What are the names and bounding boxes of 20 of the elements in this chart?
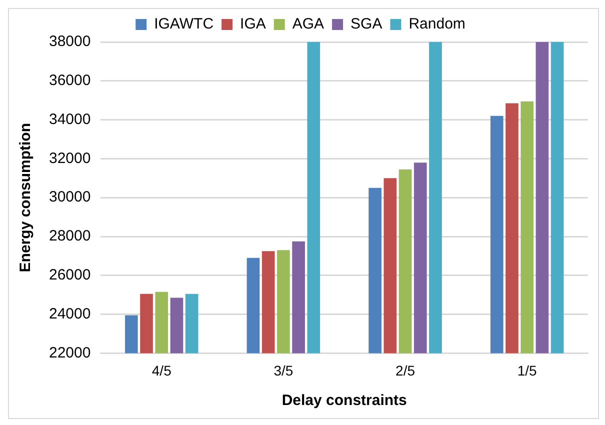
y-tick-label: 28000 bbox=[48, 228, 91, 245]
y-tick-label: 32000 bbox=[48, 150, 91, 167]
legend-label: SGA bbox=[350, 16, 382, 33]
y-tick-label: 38000 bbox=[48, 33, 91, 50]
x-tick-label: 3/5 bbox=[274, 362, 294, 378]
y-tick-label: 30000 bbox=[48, 188, 91, 206]
y-axis-title: Energy consumption bbox=[17, 123, 34, 272]
legend-label: Random bbox=[408, 16, 466, 33]
y-tick-label: 26000 bbox=[48, 266, 91, 284]
y-tick-label: 34000 bbox=[48, 110, 91, 128]
y-tick-label: 36000 bbox=[48, 72, 91, 90]
y-tick-label: 24000 bbox=[48, 305, 91, 322]
x-axis-title: Delay constraints bbox=[282, 392, 407, 410]
x-tick-label: 4/5 bbox=[152, 362, 172, 378]
legend-label: IGAWTC bbox=[154, 16, 214, 33]
x-tick-label: 2/5 bbox=[396, 362, 416, 378]
legend-label: AGA bbox=[292, 16, 324, 33]
y-tick-label: 22000 bbox=[48, 344, 91, 362]
x-tick-label: 1/5 bbox=[517, 362, 538, 378]
legend-label: IGA bbox=[240, 16, 266, 33]
